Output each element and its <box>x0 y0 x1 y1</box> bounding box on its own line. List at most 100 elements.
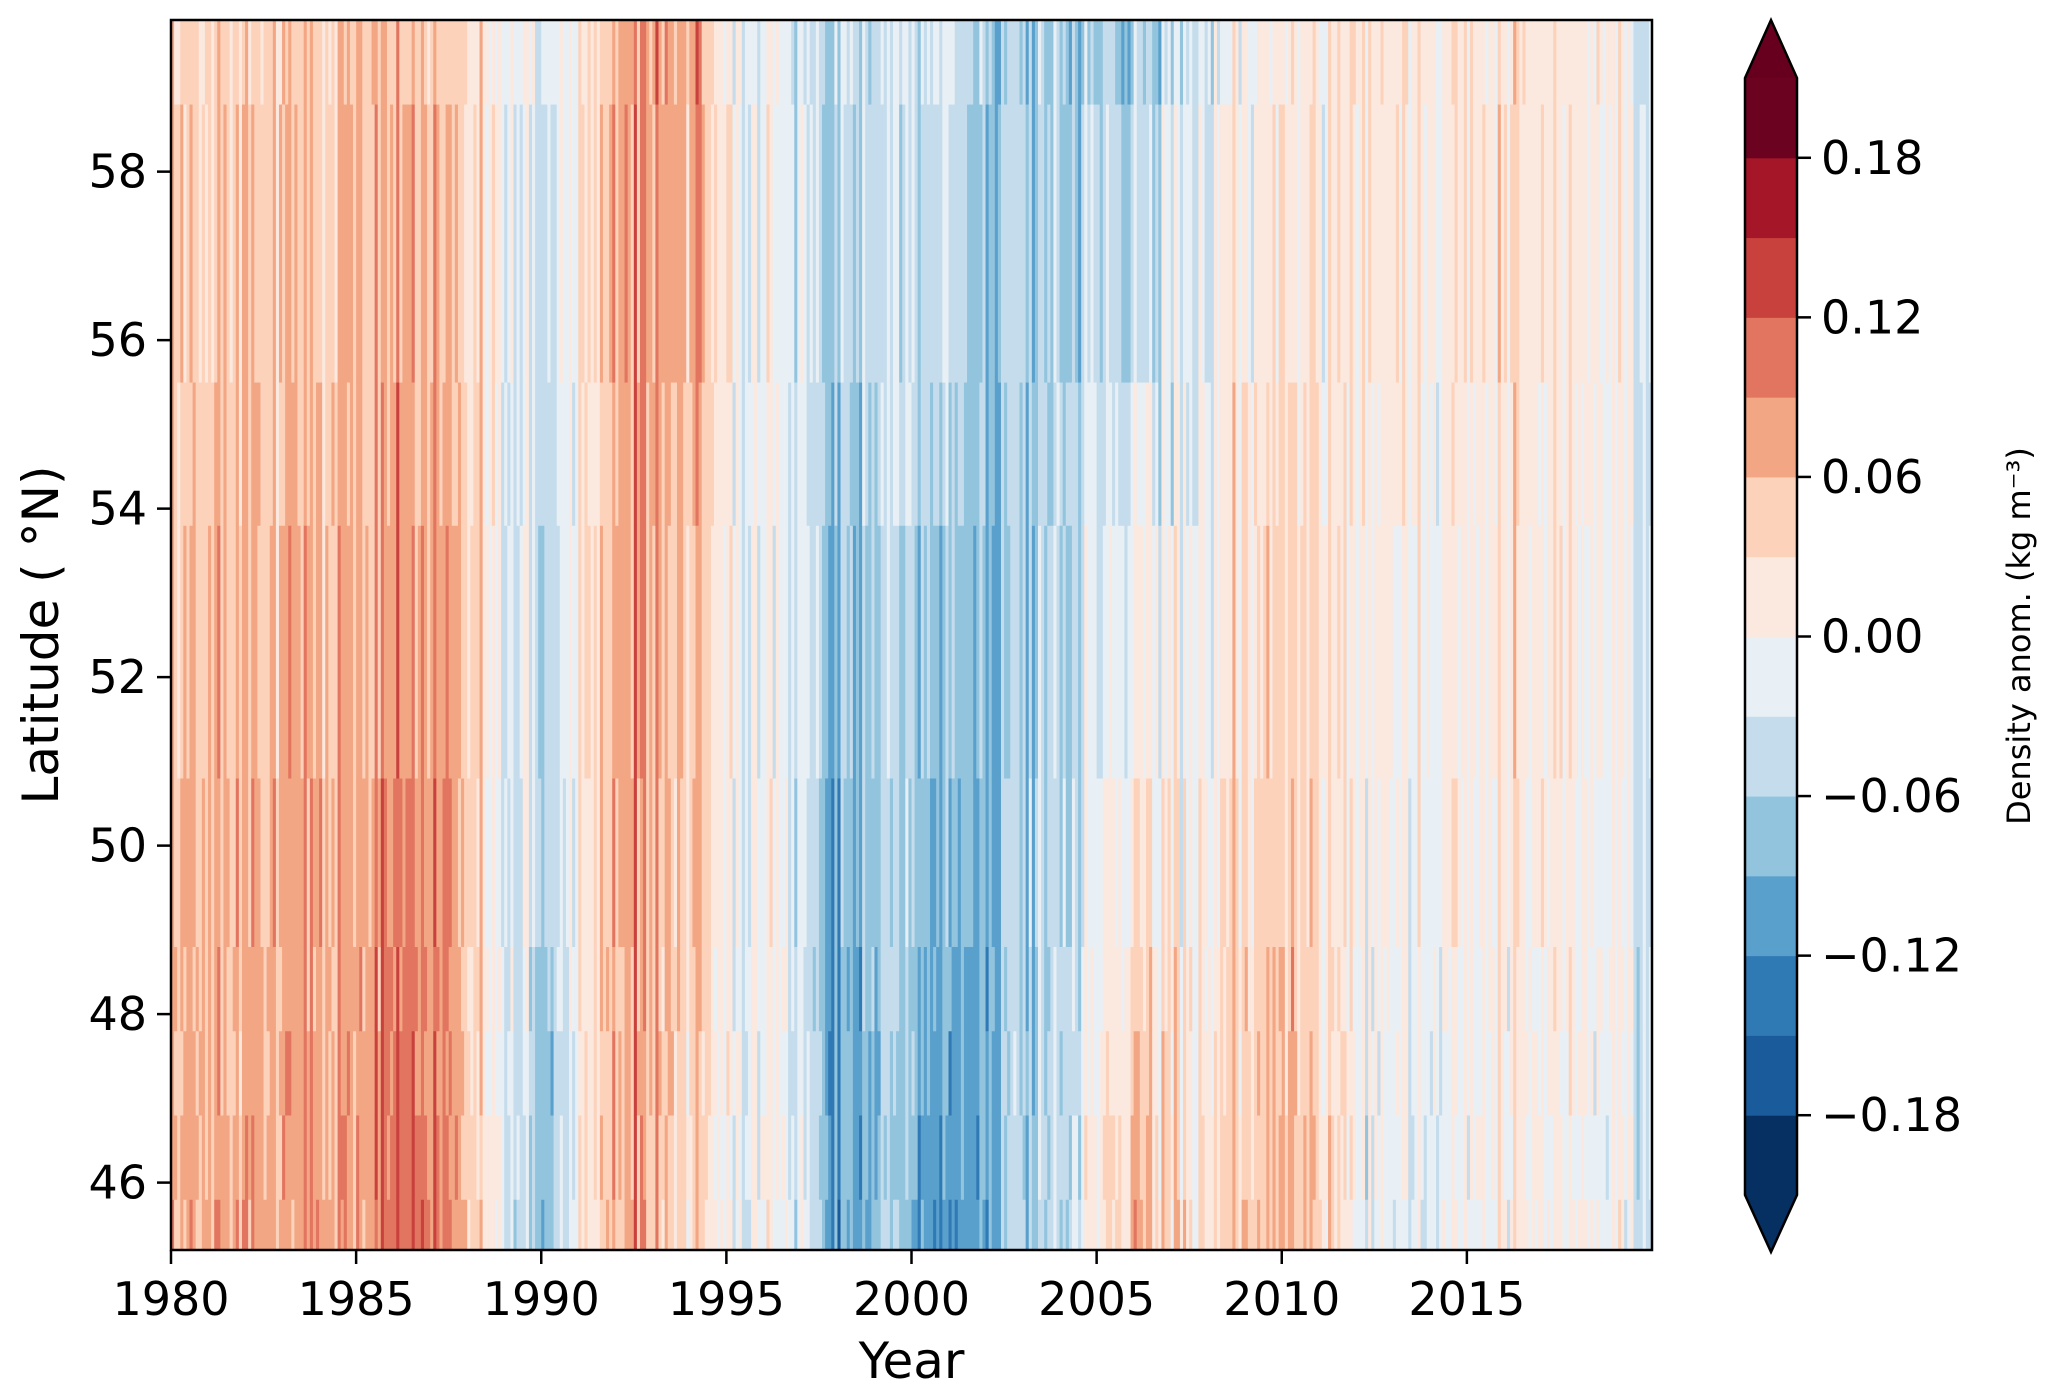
heatmap-cell <box>939 778 943 948</box>
heatmap-cell <box>1485 104 1490 383</box>
heatmap-cell <box>528 778 533 948</box>
heatmap-cell <box>1099 778 1104 948</box>
heatmap-cell <box>1497 20 1502 105</box>
heatmap-cell <box>1266 1199 1271 1251</box>
heatmap-cell <box>297 1199 302 1251</box>
heatmap-cell <box>1241 20 1246 105</box>
heatmap-cell <box>1574 946 1579 1032</box>
heatmap-cell <box>390 104 394 383</box>
heatmap-cell <box>1250 1199 1255 1251</box>
heatmap-cell <box>661 20 666 105</box>
heatmap-cell <box>408 778 413 948</box>
heatmap-cell <box>285 525 289 779</box>
heatmap-cell <box>1448 946 1453 1032</box>
heatmap-cell <box>985 104 990 383</box>
heatmap-cell <box>485 946 490 1032</box>
heatmap-cell <box>544 20 549 105</box>
heatmap-cell <box>516 778 521 948</box>
heatmap-cell <box>933 1030 937 1116</box>
heatmap-cell <box>1371 20 1375 105</box>
heatmap-cell <box>1013 525 1018 779</box>
heatmap-cell <box>1439 382 1443 526</box>
x-axis-ticks: 1980 1985 1990 1995 2000 2005 2010 2015 <box>112 1250 1525 1326</box>
heatmap-cell <box>316 946 320 1032</box>
heatmap-cell <box>1318 525 1323 779</box>
heatmap-cell <box>1112 1115 1116 1200</box>
heatmap-cell <box>667 1030 672 1116</box>
heatmap-cell <box>1220 778 1224 948</box>
heatmap-cell <box>1198 778 1203 948</box>
heatmap-cell <box>1041 778 1045 948</box>
heatmap-cell <box>818 1030 823 1116</box>
heatmap-cell <box>689 104 694 383</box>
heatmap-cell <box>359 104 363 383</box>
heatmap-cell <box>319 20 323 105</box>
heatmap-cell <box>461 525 465 779</box>
heatmap-cell <box>1059 1115 1064 1200</box>
heatmap-cell <box>535 20 539 105</box>
heatmap-cell <box>1078 1115 1082 1200</box>
heatmap-cell <box>1642 778 1647 948</box>
heatmap-cell <box>325 382 329 526</box>
heatmap-cell <box>1145 946 1150 1032</box>
heatmap-cell <box>1090 382 1095 526</box>
heatmap-cell <box>760 1030 764 1116</box>
heatmap-cell <box>1220 20 1224 105</box>
heatmap-cell <box>285 104 289 383</box>
heatmap-cell <box>362 946 366 1032</box>
heatmap-cell <box>643 20 647 105</box>
heatmap-cell <box>439 382 444 526</box>
heatmap-cell <box>1642 525 1647 779</box>
heatmap-cell <box>1164 778 1169 948</box>
heatmap-cell <box>988 1030 993 1116</box>
heatmap-cell <box>266 1199 271 1251</box>
heatmap-cell <box>704 1115 709 1200</box>
heatmap-cell <box>513 1115 518 1200</box>
heatmap-cell <box>488 104 493 383</box>
heatmap-cell <box>374 1199 379 1251</box>
heatmap-cell <box>1559 525 1564 779</box>
heatmap-cell <box>1448 525 1453 779</box>
heatmap-cell <box>1260 946 1264 1032</box>
heatmap-cell <box>1439 778 1443 948</box>
heatmap-cell <box>445 525 450 779</box>
heatmap-cell <box>726 1199 731 1251</box>
heatmap-cell <box>476 1199 481 1251</box>
heatmap-cell <box>1158 1030 1163 1116</box>
heatmap-cell <box>979 778 984 948</box>
heatmap-cell <box>1377 778 1382 948</box>
heatmap-cell <box>997 382 1002 526</box>
heatmap-cell <box>1300 104 1304 383</box>
heatmap-cell <box>744 525 749 779</box>
heatmap-cell <box>260 104 265 383</box>
heatmap-cell <box>229 1115 234 1200</box>
heatmap-cell <box>550 1115 555 1200</box>
heatmap-cell <box>1300 20 1304 105</box>
heatmap-cell <box>248 946 252 1032</box>
heatmap-cell <box>1371 1115 1375 1200</box>
heatmap-cell <box>1476 20 1480 105</box>
heatmap-cell <box>192 104 197 383</box>
heatmap-cell <box>1235 1199 1240 1251</box>
heatmap-cell <box>1374 946 1378 1032</box>
heatmap-cell <box>1016 525 1021 779</box>
heatmap-cell <box>1081 1115 1085 1200</box>
heatmap-cell <box>294 1199 299 1251</box>
heatmap-cell <box>535 1030 539 1116</box>
heatmap-cell <box>1071 1199 1076 1251</box>
heatmap-cell <box>1451 1199 1456 1251</box>
heatmap-cell <box>1420 20 1425 105</box>
heatmap-cell <box>1099 946 1104 1032</box>
heatmap-cell <box>1636 20 1641 105</box>
heatmap-cell <box>1445 1030 1449 1116</box>
heatmap-cell <box>794 1030 798 1116</box>
heatmap-cell <box>1078 1030 1082 1116</box>
heatmap-cell <box>1605 1199 1610 1251</box>
heatmap-cell <box>1294 946 1298 1032</box>
heatmap-cell <box>680 1115 684 1200</box>
colorbar-tick-label: 0.18 <box>1821 131 1923 185</box>
heatmap-cell <box>257 1030 262 1116</box>
heatmap-cell <box>936 382 940 526</box>
heatmap-cell <box>507 20 511 105</box>
heatmap-cell <box>1463 1199 1468 1251</box>
